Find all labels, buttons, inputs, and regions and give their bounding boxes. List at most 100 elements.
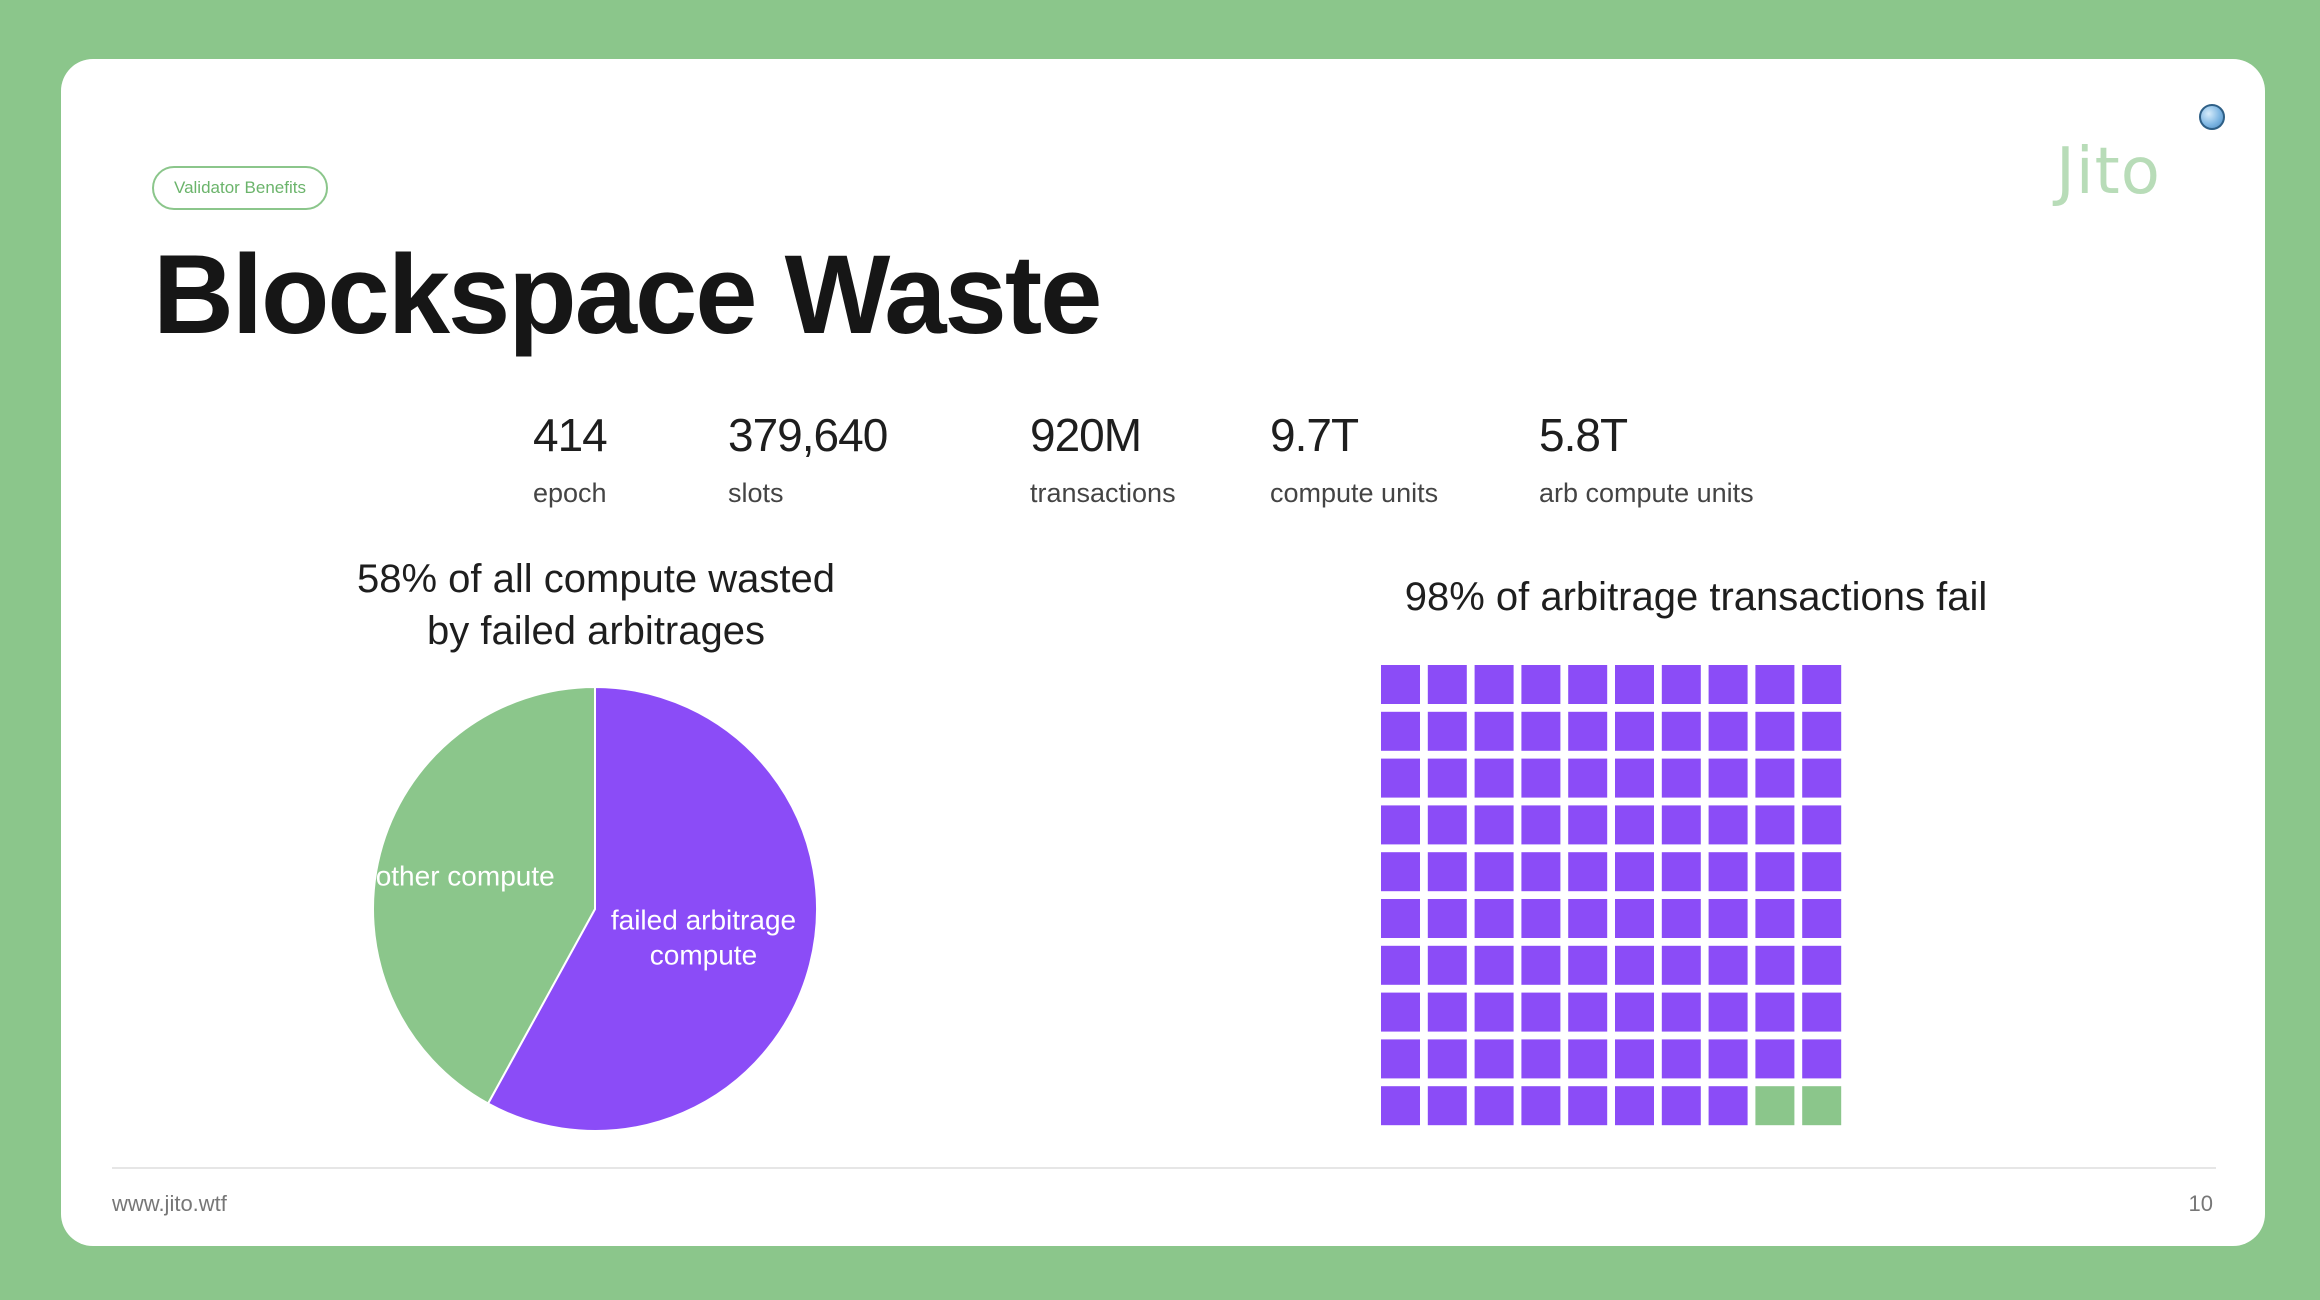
waffle-cell-failed [1521,805,1561,845]
stat-arb-compute-units: 5.8T arb compute units [1539,412,1754,509]
waffle-cell-failed [1427,992,1467,1032]
waffle-cell-failed [1474,711,1514,751]
stat-value: 379,640 [728,409,888,461]
waffle-cell-failed [1427,852,1467,892]
waffle-cell-failed [1755,711,1795,751]
waffle-cell-failed [1708,852,1748,892]
waffle-cell-failed [1755,852,1795,892]
waffle-cell-failed [1568,1086,1608,1126]
waffle-cell-failed [1427,665,1467,704]
waffle-cell-failed [1474,1086,1514,1126]
waffle-cell-failed [1568,945,1608,985]
waffle-cell-failed [1615,852,1654,892]
waffle-cell-failed [1427,805,1467,845]
waffle-cell-failed [1615,805,1654,845]
waffle-cell-failed [1474,992,1514,1032]
waffle-cell-failed [1615,711,1654,751]
waffle-cell-failed [1661,711,1701,751]
waffle-cell-failed [1708,1086,1748,1126]
waffle-cell-failed [1708,805,1748,845]
stat-transactions: 920M transactions [1030,412,1176,509]
waffle-cell-failed [1661,665,1701,704]
stat-value: 920M [1030,409,1142,461]
waffle-cell-failed [1521,1039,1561,1079]
section-tag: Validator Benefits [152,166,328,210]
waffle-cell-failed [1755,758,1795,798]
waffle-cell-failed [1521,992,1561,1032]
waffle-cell-failed [1661,852,1701,892]
waffle-cell-failed [1708,1039,1748,1079]
footer-divider [112,1167,2216,1169]
waffle-cell-failed [1661,992,1701,1032]
pie-chart-title: 58% of all compute wasted by failed arbi… [296,553,896,657]
waffle-cell-failed [1661,945,1701,985]
pie-chart-title-line: 58% of all compute wasted [356,557,836,601]
waffle-chart-title-text: 98% of arbitrage transactions fail [1404,575,1988,619]
waffle-cell-successful [1802,1086,1842,1126]
waffle-cell-failed [1474,665,1514,704]
waffle-cell-failed [1381,899,1420,938]
waffle-cell-failed [1615,992,1654,1032]
stat-label: slots [728,478,784,508]
waffle-cell-failed [1802,899,1842,938]
waffle-cell-failed [1427,711,1467,751]
waffle-cell-failed [1708,711,1748,751]
waffle-cell-failed [1568,1039,1608,1079]
waffle-cell-failed [1568,992,1608,1032]
waffle-cell-failed [1661,758,1701,798]
waffle-cell-failed [1521,711,1561,751]
waffle-cell-failed [1381,665,1420,704]
waffle-cell-failed [1427,899,1467,938]
waffle-cell-failed [1755,992,1795,1032]
waffle-chart [1381,665,1842,1126]
waffle-cell-failed [1381,945,1420,985]
globe-icon [2199,104,2225,130]
waffle-cell-failed [1661,1039,1701,1079]
waffle-cell-failed [1521,899,1561,938]
waffle-cell-failed [1708,899,1748,938]
waffle-cell-failed [1427,945,1467,985]
waffle-cell-failed [1615,1039,1654,1079]
stat-compute-units: 9.7T compute units [1270,412,1438,509]
waffle-cell-failed [1802,852,1842,892]
waffle-cell-failed [1381,758,1420,798]
waffle-cell-failed [1802,805,1842,845]
pie-slice [486,685,818,1132]
waffle-cell-successful [1755,1086,1795,1126]
waffle-cell-failed [1802,711,1842,751]
waffle-cell-failed [1615,945,1654,985]
waffle-cell-failed [1568,805,1608,845]
waffle-cell-failed [1568,758,1608,798]
slide: Validator Benefits Jito Blockspace Waste… [61,59,2265,1246]
jito-logo: Jito [2056,89,2256,209]
waffle-cell-failed [1427,1086,1467,1126]
waffle-cell-failed [1427,758,1467,798]
waffle-cell-failed [1474,945,1514,985]
stat-value: 5.8T [1539,409,1628,461]
waffle-cell-failed [1568,711,1608,751]
waffle-cell-failed [1615,1086,1654,1126]
waffle-cell-failed [1802,992,1842,1032]
waffle-cell-failed [1802,945,1842,985]
stat-label: epoch [533,478,607,508]
waffle-cell-failed [1755,1039,1795,1079]
stat-epoch: 414 epoch [533,409,608,509]
waffle-cell-failed [1381,805,1420,845]
stat-value: 414 [533,409,608,461]
waffle-cell-failed [1521,758,1561,798]
waffle-cell-failed [1708,992,1748,1032]
waffle-cell-failed [1568,899,1608,938]
waffle-cell-failed [1381,992,1420,1032]
stat-label: compute units [1270,478,1439,508]
page-number: 10 [2188,1191,2213,1216]
waffle-cell-failed [1521,852,1561,892]
waffle-cell-failed [1708,665,1748,704]
waffle-cell-failed [1802,758,1842,798]
waffle-cell-failed [1521,945,1561,985]
waffle-cell-failed [1474,805,1514,845]
waffle-cell-failed [1381,1086,1420,1126]
stat-value: 9.7T [1270,409,1359,461]
waffle-cell-failed [1661,1086,1701,1126]
waffle-cell-failed [1521,1086,1561,1126]
stat-slots: 379,640 slots [728,409,888,509]
